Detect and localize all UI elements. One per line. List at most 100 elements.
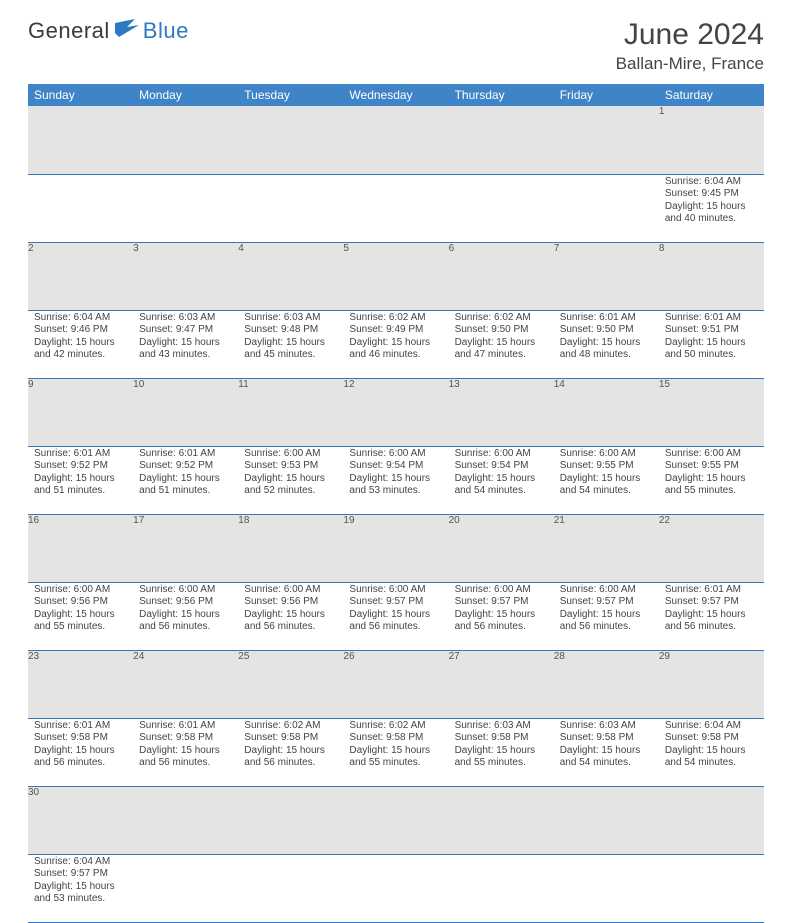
day-number: 1	[659, 106, 764, 174]
day-sr: Sunrise: 6:01 AM	[665, 584, 758, 597]
day-d1: Daylight: 15 hours	[34, 745, 127, 758]
calendar-table: Sunday Monday Tuesday Wednesday Thursday…	[28, 84, 764, 923]
day-number: 27	[449, 650, 554, 718]
day-ss: Sunset: 9:58 PM	[34, 732, 127, 745]
day-d1: Daylight: 15 hours	[665, 201, 758, 214]
day-cell: Sunrise: 6:02 AMSunset: 9:58 PMDaylight:…	[343, 718, 448, 786]
flag-icon	[115, 19, 141, 44]
day-cell: Sunrise: 6:04 AMSunset: 9:46 PMDaylight:…	[28, 310, 133, 378]
day-cell: Sunrise: 6:03 AMSunset: 9:58 PMDaylight:…	[554, 718, 659, 786]
day-ss: Sunset: 9:58 PM	[455, 732, 548, 745]
day-number: 18	[238, 514, 343, 582]
day-cell: Sunrise: 6:00 AMSunset: 9:56 PMDaylight:…	[238, 582, 343, 650]
day-d1: Daylight: 15 hours	[34, 609, 127, 622]
day-number: 13	[449, 378, 554, 446]
day-sr: Sunrise: 6:01 AM	[560, 312, 653, 325]
header: General Blue June 2024 Ballan-Mire, Fran…	[28, 18, 764, 74]
day-cell: Sunrise: 6:01 AMSunset: 9:52 PMDaylight:…	[28, 446, 133, 514]
day-d1: Daylight: 15 hours	[349, 473, 442, 486]
day-sr: Sunrise: 6:00 AM	[244, 448, 337, 461]
day-cell: Sunrise: 6:02 AMSunset: 9:50 PMDaylight:…	[449, 310, 554, 378]
day-ss: Sunset: 9:55 PM	[560, 460, 653, 473]
day-number	[449, 786, 554, 854]
day-cell: Sunrise: 6:01 AMSunset: 9:58 PMDaylight:…	[28, 718, 133, 786]
day-d2: and 56 minutes.	[244, 621, 337, 634]
day-cell	[28, 174, 133, 242]
day-number: 2	[28, 242, 133, 310]
day-cell: Sunrise: 6:01 AMSunset: 9:57 PMDaylight:…	[659, 582, 764, 650]
day-ss: Sunset: 9:57 PM	[665, 596, 758, 609]
day-ss: Sunset: 9:50 PM	[455, 324, 548, 337]
day-d2: and 51 minutes.	[34, 485, 127, 498]
logo-text-blue: Blue	[143, 18, 189, 44]
day-sr: Sunrise: 6:00 AM	[139, 584, 232, 597]
day-sr: Sunrise: 6:00 AM	[34, 584, 127, 597]
day-cell	[554, 174, 659, 242]
day-number	[133, 786, 238, 854]
day-number	[343, 106, 448, 174]
day-ss: Sunset: 9:57 PM	[455, 596, 548, 609]
weekday-header: Wednesday	[343, 84, 448, 106]
day-number: 29	[659, 650, 764, 718]
day-ss: Sunset: 9:52 PM	[139, 460, 232, 473]
title-block: June 2024 Ballan-Mire, France	[616, 18, 764, 74]
day-d1: Daylight: 15 hours	[349, 609, 442, 622]
day-d1: Daylight: 15 hours	[139, 745, 232, 758]
day-cell	[238, 854, 343, 922]
day-ss: Sunset: 9:56 PM	[244, 596, 337, 609]
day-number: 19	[343, 514, 448, 582]
day-number	[659, 786, 764, 854]
day-sr: Sunrise: 6:00 AM	[560, 448, 653, 461]
day-d2: and 56 minutes.	[139, 621, 232, 634]
day-d2: and 55 minutes.	[34, 621, 127, 634]
day-number: 15	[659, 378, 764, 446]
day-number	[238, 106, 343, 174]
day-sr: Sunrise: 6:00 AM	[349, 584, 442, 597]
day-d1: Daylight: 15 hours	[665, 745, 758, 758]
day-cell: Sunrise: 6:00 AMSunset: 9:57 PMDaylight:…	[554, 582, 659, 650]
day-sr: Sunrise: 6:00 AM	[560, 584, 653, 597]
day-d2: and 48 minutes.	[560, 349, 653, 362]
day-ss: Sunset: 9:55 PM	[665, 460, 758, 473]
day-sr: Sunrise: 6:02 AM	[349, 720, 442, 733]
day-ss: Sunset: 9:50 PM	[560, 324, 653, 337]
day-d1: Daylight: 15 hours	[349, 337, 442, 350]
day-cell: Sunrise: 6:00 AMSunset: 9:53 PMDaylight:…	[238, 446, 343, 514]
day-d2: and 56 minutes.	[455, 621, 548, 634]
day-d2: and 46 minutes.	[349, 349, 442, 362]
day-cell: Sunrise: 6:00 AMSunset: 9:54 PMDaylight:…	[449, 446, 554, 514]
day-cell: Sunrise: 6:03 AMSunset: 9:48 PMDaylight:…	[238, 310, 343, 378]
day-cell	[343, 174, 448, 242]
day-cell: Sunrise: 6:02 AMSunset: 9:49 PMDaylight:…	[343, 310, 448, 378]
day-number	[343, 786, 448, 854]
day-d2: and 54 minutes.	[560, 485, 653, 498]
day-ss: Sunset: 9:45 PM	[665, 188, 758, 201]
day-ss: Sunset: 9:54 PM	[455, 460, 548, 473]
week-row: Sunrise: 6:01 AMSunset: 9:58 PMDaylight:…	[28, 718, 764, 786]
day-cell: Sunrise: 6:01 AMSunset: 9:50 PMDaylight:…	[554, 310, 659, 378]
day-d2: and 56 minutes.	[244, 757, 337, 770]
day-d2: and 56 minutes.	[349, 621, 442, 634]
logo-text-dark: General	[28, 18, 110, 44]
day-d1: Daylight: 15 hours	[560, 609, 653, 622]
day-cell	[554, 854, 659, 922]
day-ss: Sunset: 9:49 PM	[349, 324, 442, 337]
day-ss: Sunset: 9:58 PM	[560, 732, 653, 745]
day-number	[133, 106, 238, 174]
day-cell	[133, 174, 238, 242]
day-ss: Sunset: 9:57 PM	[34, 868, 127, 881]
day-d1: Daylight: 15 hours	[455, 745, 548, 758]
day-d1: Daylight: 15 hours	[34, 473, 127, 486]
day-ss: Sunset: 9:57 PM	[560, 596, 653, 609]
week-row: Sunrise: 6:04 AMSunset: 9:45 PMDaylight:…	[28, 174, 764, 242]
day-number: 14	[554, 378, 659, 446]
day-cell: Sunrise: 6:00 AMSunset: 9:54 PMDaylight:…	[343, 446, 448, 514]
day-d2: and 43 minutes.	[139, 349, 232, 362]
day-d1: Daylight: 15 hours	[665, 473, 758, 486]
day-cell: Sunrise: 6:00 AMSunset: 9:57 PMDaylight:…	[449, 582, 554, 650]
day-sr: Sunrise: 6:02 AM	[244, 720, 337, 733]
week-row: Sunrise: 6:04 AMSunset: 9:46 PMDaylight:…	[28, 310, 764, 378]
weekday-header: Sunday	[28, 84, 133, 106]
logo: General Blue	[28, 18, 189, 44]
day-ss: Sunset: 9:58 PM	[244, 732, 337, 745]
